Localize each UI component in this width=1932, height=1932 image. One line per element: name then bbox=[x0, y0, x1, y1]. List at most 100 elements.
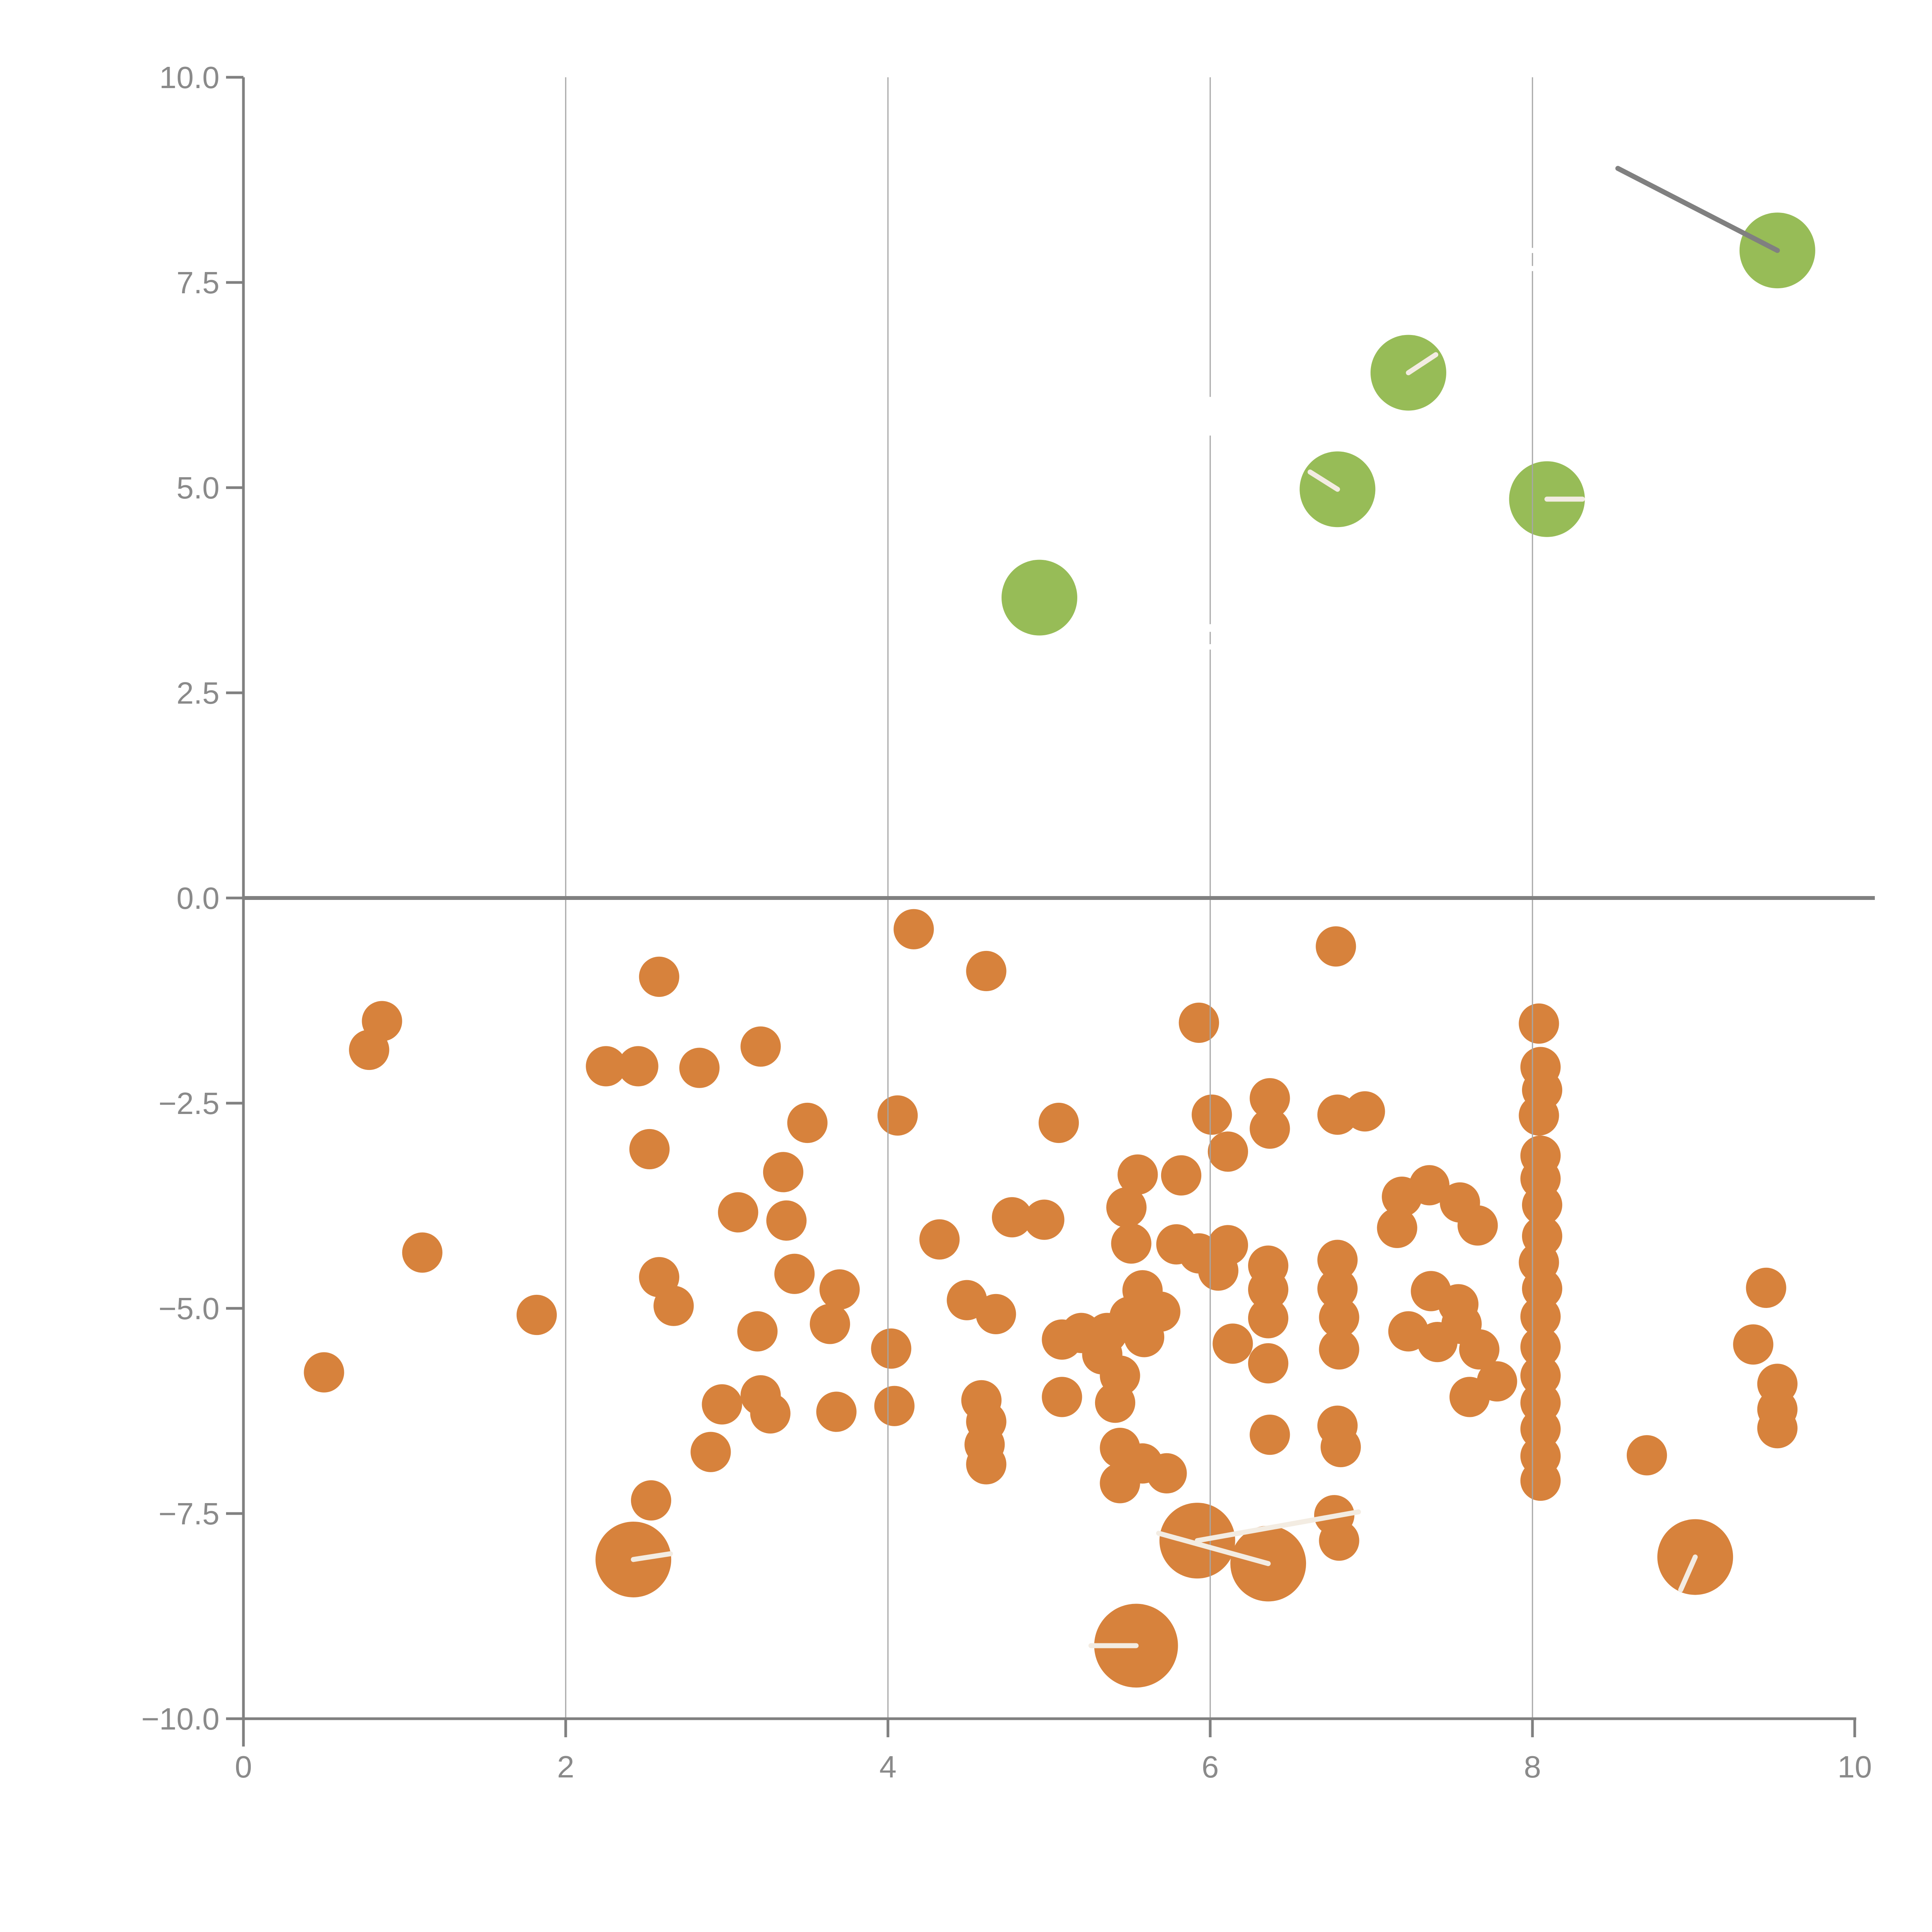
orange-point bbox=[702, 1384, 742, 1425]
orange-point bbox=[653, 1286, 694, 1326]
orange-point bbox=[740, 1026, 781, 1067]
orange-point bbox=[1095, 1383, 1136, 1423]
y-tick-label: 0.0 bbox=[177, 881, 219, 915]
orange-point bbox=[966, 951, 1007, 992]
orange-point bbox=[639, 956, 679, 997]
orange-point bbox=[874, 1386, 915, 1426]
orange-point bbox=[1248, 1298, 1289, 1338]
orange-point bbox=[919, 1219, 960, 1260]
orange-point bbox=[586, 1046, 626, 1087]
orange-point bbox=[629, 1129, 670, 1170]
orange-point bbox=[1520, 1296, 1561, 1337]
green-bubble bbox=[1001, 560, 1077, 636]
orange-point bbox=[787, 1102, 828, 1143]
orange-point bbox=[1111, 1223, 1151, 1264]
orange-point bbox=[618, 1046, 658, 1087]
x-tick-label: 10 bbox=[1838, 1750, 1872, 1784]
orange-point bbox=[690, 1432, 731, 1472]
orange-point bbox=[1757, 1408, 1798, 1449]
x-tick-label: 4 bbox=[879, 1750, 897, 1784]
orange-point bbox=[304, 1352, 344, 1393]
orange-point bbox=[992, 1197, 1032, 1238]
orange-point bbox=[1746, 1267, 1786, 1308]
leader-line bbox=[1615, 166, 1780, 253]
x-tick-label: 2 bbox=[557, 1750, 575, 1784]
orange-point bbox=[1198, 1250, 1238, 1291]
white-marker bbox=[1207, 644, 1213, 650]
y-tick-label: 10.0 bbox=[159, 60, 219, 95]
orange-point bbox=[966, 1444, 1007, 1485]
orange-point bbox=[1179, 1002, 1219, 1043]
orange-point bbox=[1042, 1377, 1082, 1417]
orange-point bbox=[1146, 1453, 1187, 1494]
orange-point bbox=[1087, 1313, 1128, 1353]
x-tick-label: 0 bbox=[235, 1750, 252, 1784]
orange-point bbox=[1319, 1520, 1359, 1561]
orange-point bbox=[1345, 1091, 1385, 1132]
white-marker bbox=[1190, 397, 1230, 436]
orange-point bbox=[1248, 1269, 1289, 1310]
orange-point bbox=[718, 1192, 759, 1233]
orange-point bbox=[816, 1391, 857, 1432]
x-tick-label: 8 bbox=[1524, 1750, 1541, 1784]
orange-point bbox=[1519, 1003, 1559, 1044]
y-tick-label: −2.5 bbox=[158, 1086, 219, 1121]
orange-point bbox=[1106, 1187, 1147, 1228]
orange-point bbox=[631, 1480, 672, 1521]
orange-point bbox=[1449, 1377, 1490, 1417]
orange-point bbox=[1124, 1317, 1165, 1357]
bubble-spoke-line bbox=[631, 1551, 673, 1562]
orange-point bbox=[877, 1095, 918, 1136]
bubble-spoke-line bbox=[1156, 1531, 1271, 1566]
orange-point bbox=[819, 1269, 860, 1310]
orange-point bbox=[1117, 1154, 1158, 1195]
orange-point bbox=[1377, 1208, 1417, 1248]
orange-point bbox=[1024, 1199, 1065, 1240]
orange-point bbox=[1161, 1155, 1202, 1196]
white-marker bbox=[1530, 266, 1535, 271]
orange-point bbox=[1316, 926, 1356, 967]
orange-point bbox=[976, 1294, 1016, 1334]
orange-point bbox=[774, 1253, 815, 1294]
bubble-spoke-line bbox=[1678, 1554, 1698, 1593]
orange-point bbox=[1519, 1095, 1559, 1136]
orange-point bbox=[1320, 1427, 1361, 1468]
white-marker bbox=[1206, 624, 1214, 632]
orange-point bbox=[1458, 1205, 1498, 1246]
orange-point bbox=[1192, 1094, 1232, 1135]
y-tick-label: −5.0 bbox=[158, 1291, 219, 1326]
orange-point bbox=[871, 1328, 912, 1369]
y-tick-label: 7.5 bbox=[177, 265, 219, 300]
orange-point bbox=[1520, 1460, 1561, 1501]
orange-point bbox=[893, 909, 934, 949]
orange-point bbox=[1319, 1329, 1359, 1370]
bubble-spoke-line bbox=[1308, 469, 1340, 492]
orange-point bbox=[1319, 1297, 1359, 1338]
orange-point bbox=[763, 1152, 804, 1192]
orange-point bbox=[1038, 1102, 1079, 1143]
orange-point bbox=[1250, 1078, 1290, 1119]
orange-point bbox=[766, 1200, 807, 1241]
y-tick-label: 2.5 bbox=[177, 676, 219, 710]
orange-point bbox=[679, 1048, 720, 1088]
y-tick-label: −10.0 bbox=[141, 1702, 219, 1736]
y-tick-label: 5.0 bbox=[177, 471, 219, 505]
orange-point bbox=[750, 1393, 791, 1434]
orange-point bbox=[402, 1232, 442, 1273]
orange-point bbox=[349, 1029, 389, 1070]
orange-point bbox=[1208, 1131, 1248, 1172]
orange-point bbox=[1626, 1435, 1667, 1476]
orange-point bbox=[1248, 1343, 1289, 1384]
orange-point bbox=[1317, 1268, 1358, 1309]
white-marker bbox=[1530, 248, 1535, 253]
orange-point bbox=[516, 1294, 557, 1335]
orange-point bbox=[1100, 1463, 1140, 1503]
bubble-spoke-line bbox=[1195, 1509, 1361, 1543]
orange-point bbox=[1250, 1108, 1290, 1149]
orange-point bbox=[1409, 1165, 1450, 1206]
orange-point bbox=[1250, 1414, 1290, 1455]
orange-point bbox=[1459, 1329, 1500, 1370]
x-tick-label: 6 bbox=[1202, 1750, 1219, 1784]
